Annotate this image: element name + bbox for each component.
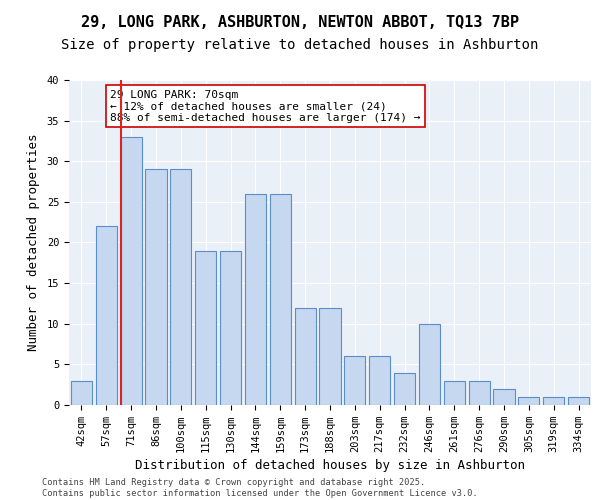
Bar [344, 356, 365, 405]
Bar [419, 324, 440, 405]
Bar [518, 397, 539, 405]
Text: 29 LONG PARK: 70sqm
← 12% of detached houses are smaller (24)
88% of semi-detach: 29 LONG PARK: 70sqm ← 12% of detached ho… [110, 90, 421, 123]
Text: 29, LONG PARK, ASHBURTON, NEWTON ABBOT, TQ13 7BP: 29, LONG PARK, ASHBURTON, NEWTON ABBOT, … [81, 15, 519, 30]
Bar [220, 250, 241, 405]
Bar [270, 194, 291, 405]
Bar [469, 380, 490, 405]
Bar [245, 194, 266, 405]
Text: Size of property relative to detached houses in Ashburton: Size of property relative to detached ho… [61, 38, 539, 52]
Bar [295, 308, 316, 405]
Bar [394, 372, 415, 405]
X-axis label: Distribution of detached houses by size in Ashburton: Distribution of detached houses by size … [135, 459, 525, 472]
Text: Contains HM Land Registry data © Crown copyright and database right 2025.
Contai: Contains HM Land Registry data © Crown c… [42, 478, 478, 498]
Bar [543, 397, 564, 405]
Bar [568, 397, 589, 405]
Y-axis label: Number of detached properties: Number of detached properties [27, 134, 40, 351]
Bar [319, 308, 341, 405]
Bar [145, 170, 167, 405]
Bar [121, 137, 142, 405]
Bar [96, 226, 117, 405]
Bar [493, 389, 515, 405]
Bar [71, 380, 92, 405]
Bar [195, 250, 216, 405]
Bar [444, 380, 465, 405]
Bar [369, 356, 390, 405]
Bar [170, 170, 191, 405]
